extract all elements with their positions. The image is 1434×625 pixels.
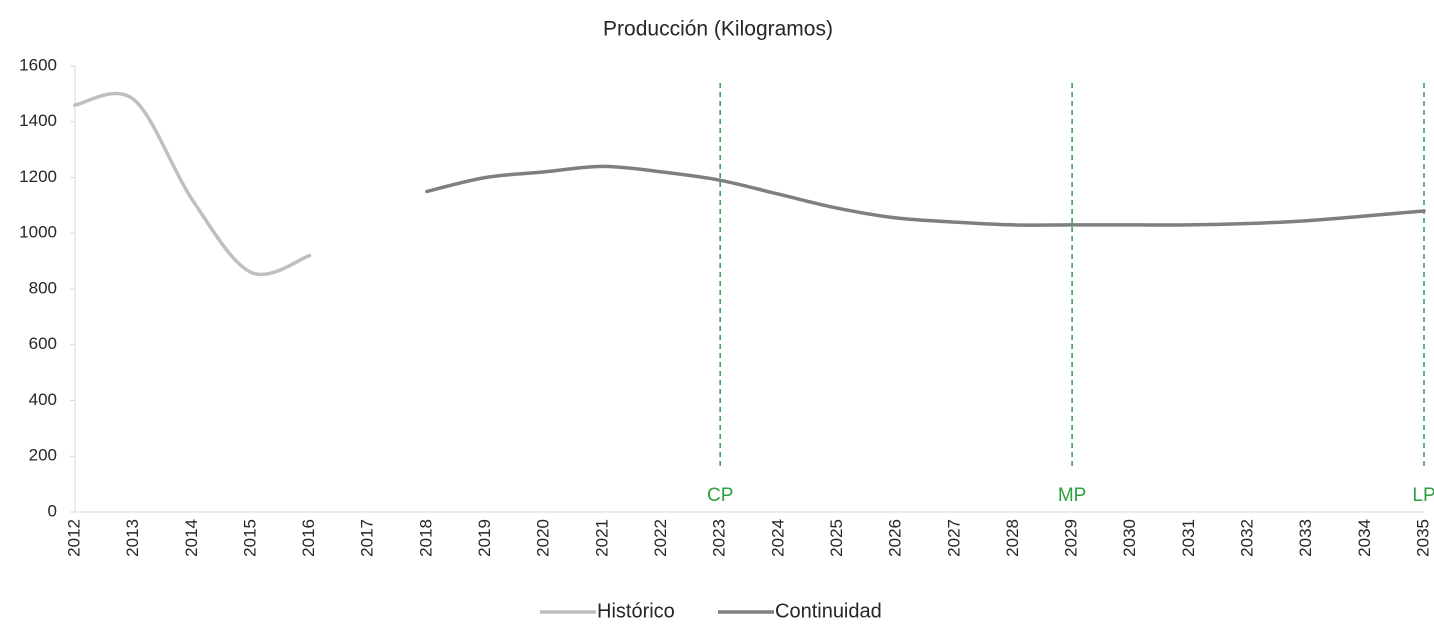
x-tick-label: 2023 xyxy=(710,519,729,557)
x-tick-label: 2014 xyxy=(182,519,201,557)
x-tick-label: 2028 xyxy=(1003,519,1022,557)
x-tick-label: 2020 xyxy=(534,519,553,557)
y-tick-label: 400 xyxy=(29,390,57,409)
annotation-label: MP xyxy=(1058,485,1087,506)
y-tick-label: 1000 xyxy=(19,223,57,242)
y-tick-label: 1200 xyxy=(19,167,57,186)
x-tick-label: 2016 xyxy=(299,519,318,557)
y-tick-label: 1600 xyxy=(19,55,57,74)
chart-title: Producción (Kilogramos) xyxy=(603,18,833,41)
series-line xyxy=(73,91,312,276)
x-tick-label: 2030 xyxy=(1120,519,1139,557)
x-tick-label: 2018 xyxy=(416,519,435,557)
y-tick-label: 200 xyxy=(29,446,57,465)
y-tick-label: 1400 xyxy=(19,111,57,130)
legend-label: Histórico xyxy=(597,600,675,622)
x-tick-label: 2019 xyxy=(475,519,494,557)
x-tick-label: 2031 xyxy=(1179,519,1198,557)
legend-label: Continuidad xyxy=(775,600,882,622)
x-tick-label: 2032 xyxy=(1238,519,1257,557)
x-tick-label: 2012 xyxy=(64,519,83,557)
x-tick-label: 2013 xyxy=(123,519,142,557)
x-tick-label: 2029 xyxy=(1062,519,1081,557)
x-tick-label: 2022 xyxy=(651,519,670,557)
x-tick-label: 2015 xyxy=(240,519,259,557)
x-tick-label: 2021 xyxy=(592,519,611,557)
y-tick-label: 800 xyxy=(29,278,57,297)
series-line xyxy=(425,164,1426,227)
x-tick-label: 2027 xyxy=(944,519,963,557)
x-tick-label: 2035 xyxy=(1413,519,1432,557)
x-tick-label: 2033 xyxy=(1296,519,1315,557)
x-tick-label: 2034 xyxy=(1355,519,1374,557)
x-tick-label: 2026 xyxy=(886,519,905,557)
x-tick-label: 2025 xyxy=(827,519,846,557)
y-tick-label: 600 xyxy=(29,334,57,353)
annotation-label: LP xyxy=(1412,485,1434,506)
y-tick-label: 0 xyxy=(48,501,57,520)
annotation-label: CP xyxy=(707,485,733,506)
x-tick-label: 2017 xyxy=(358,519,377,557)
x-tick-label: 2024 xyxy=(768,519,787,557)
